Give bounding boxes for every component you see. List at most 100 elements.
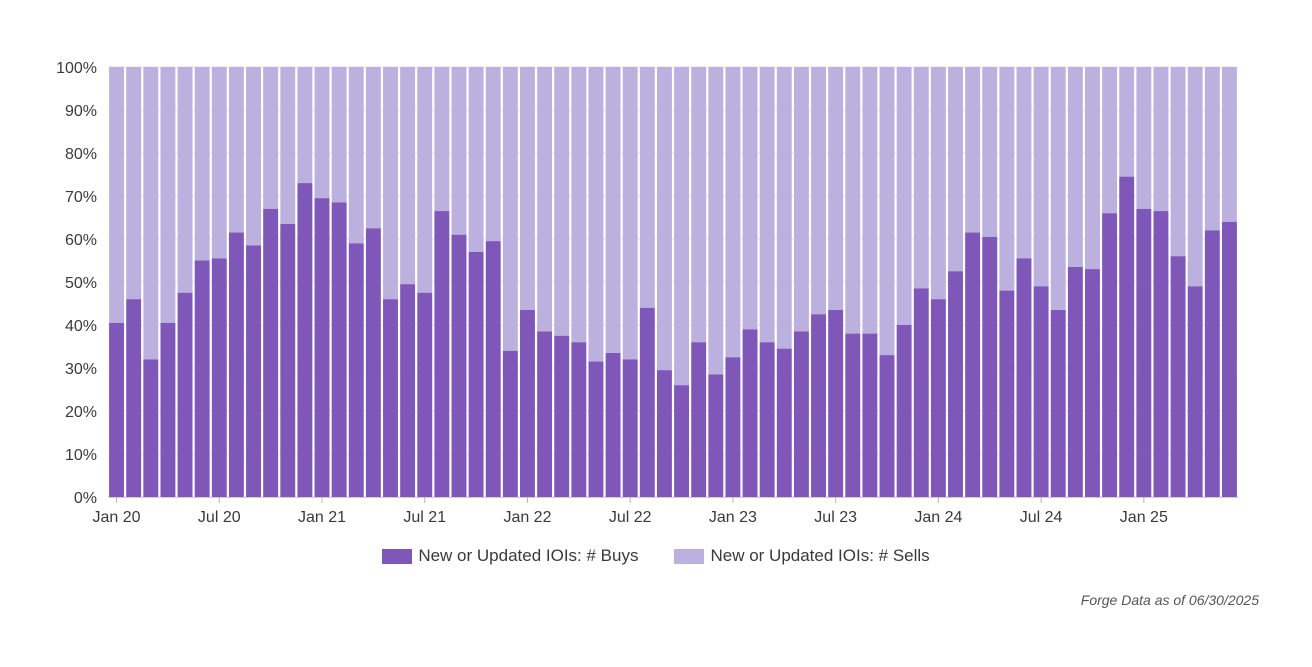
- bar-buys[interactable]: [1085, 269, 1100, 497]
- bar-sells[interactable]: [297, 67, 313, 184]
- bar-sells[interactable]: [793, 67, 809, 332]
- bar-sells[interactable]: [913, 67, 929, 289]
- bar-sells[interactable]: [725, 67, 741, 358]
- bar-buys[interactable]: [383, 299, 398, 497]
- bar-sells[interactable]: [982, 67, 998, 237]
- bar-sells[interactable]: [708, 67, 724, 375]
- bar-buys[interactable]: [930, 299, 946, 497]
- bar-buys[interactable]: [1204, 230, 1220, 497]
- bar-buys[interactable]: [708, 374, 724, 497]
- bar-sells[interactable]: [656, 67, 672, 371]
- bar-sells[interactable]: [571, 67, 587, 343]
- bar-buys[interactable]: [160, 322, 176, 497]
- bar-sells[interactable]: [691, 67, 707, 343]
- bar-buys[interactable]: [674, 385, 690, 497]
- bar-sells[interactable]: [365, 67, 381, 229]
- bar-buys[interactable]: [605, 352, 621, 497]
- bar-buys[interactable]: [622, 359, 638, 497]
- bar-sells[interactable]: [126, 67, 142, 300]
- bar-sells[interactable]: [211, 67, 227, 259]
- bar-buys[interactable]: [1221, 221, 1237, 498]
- bar-buys[interactable]: [811, 314, 826, 497]
- bar-buys[interactable]: [639, 307, 655, 497]
- bar-sells[interactable]: [930, 67, 946, 300]
- bar-sells[interactable]: [485, 67, 501, 242]
- bar-buys[interactable]: [1170, 256, 1186, 497]
- bar-sells[interactable]: [331, 67, 347, 203]
- bar-buys[interactable]: [793, 331, 809, 497]
- bar-buys[interactable]: [348, 243, 364, 497]
- bar-sells[interactable]: [1136, 67, 1152, 209]
- bar-sells[interactable]: [434, 67, 450, 212]
- bar-buys[interactable]: [1067, 266, 1083, 497]
- bar-sells[interactable]: [622, 67, 638, 360]
- bar-sells[interactable]: [1204, 67, 1220, 231]
- bar-buys[interactable]: [109, 322, 125, 497]
- bar-buys[interactable]: [845, 333, 861, 497]
- bar-buys[interactable]: [263, 208, 279, 497]
- bar-sells[interactable]: [194, 67, 210, 261]
- bar-sells[interactable]: [502, 67, 518, 351]
- bar-buys[interactable]: [571, 342, 587, 497]
- bar-sells[interactable]: [228, 67, 244, 233]
- bar-sells[interactable]: [314, 67, 330, 199]
- bar-sells[interactable]: [520, 67, 535, 310]
- bar-buys[interactable]: [314, 198, 330, 497]
- bar-sells[interactable]: [1016, 67, 1032, 259]
- bar-buys[interactable]: [691, 342, 707, 497]
- bar-sells[interactable]: [1050, 67, 1066, 310]
- bar-buys[interactable]: [588, 361, 604, 497]
- bar-sells[interactable]: [845, 67, 861, 334]
- bar-buys[interactable]: [520, 309, 535, 497]
- bar-buys[interactable]: [331, 202, 347, 497]
- bar-buys[interactable]: [1136, 208, 1152, 497]
- bar-buys[interactable]: [725, 357, 741, 497]
- bar-sells[interactable]: [742, 67, 758, 330]
- bar-buys[interactable]: [896, 325, 912, 497]
- bar-buys[interactable]: [1016, 258, 1032, 497]
- bar-buys[interactable]: [948, 271, 963, 497]
- bar-sells[interactable]: [605, 67, 621, 353]
- bar-sells[interactable]: [776, 67, 792, 349]
- bar-sells[interactable]: [588, 67, 604, 362]
- bar-buys[interactable]: [451, 234, 467, 497]
- bar-buys[interactable]: [143, 359, 159, 497]
- bar-sells[interactable]: [468, 67, 484, 252]
- bar-sells[interactable]: [177, 67, 193, 293]
- bar-buys[interactable]: [1050, 309, 1066, 497]
- bar-sells[interactable]: [1187, 67, 1203, 287]
- bar-buys[interactable]: [1033, 286, 1049, 497]
- bar-sells[interactable]: [879, 67, 895, 356]
- bar-buys[interactable]: [999, 290, 1015, 497]
- bar-buys[interactable]: [759, 342, 775, 497]
- bar-sells[interactable]: [896, 67, 912, 325]
- bar-sells[interactable]: [965, 67, 981, 233]
- bar-buys[interactable]: [126, 299, 142, 497]
- bar-buys[interactable]: [400, 284, 416, 497]
- legend-item-buys[interactable]: New or Updated IOIs: # Buys: [382, 546, 638, 566]
- bar-sells[interactable]: [109, 67, 125, 323]
- bar-buys[interactable]: [879, 355, 895, 497]
- bar-buys[interactable]: [742, 329, 758, 497]
- bar-buys[interactable]: [280, 223, 296, 497]
- bar-sells[interactable]: [1153, 67, 1169, 212]
- bar-buys[interactable]: [1102, 213, 1118, 497]
- bar-buys[interactable]: [502, 350, 518, 497]
- bar-sells[interactable]: [417, 67, 433, 293]
- bar-buys[interactable]: [537, 331, 553, 497]
- bar-sells[interactable]: [383, 67, 398, 300]
- bar-sells[interactable]: [862, 67, 878, 334]
- bar-sells[interactable]: [537, 67, 553, 332]
- bar-sells[interactable]: [674, 67, 690, 386]
- bar-buys[interactable]: [554, 335, 570, 497]
- bar-buys[interactable]: [177, 292, 193, 497]
- bar-buys[interactable]: [1119, 176, 1135, 497]
- bar-buys[interactable]: [1153, 211, 1169, 498]
- bar-buys[interactable]: [485, 241, 501, 497]
- bar-sells[interactable]: [1067, 67, 1083, 267]
- bar-sells[interactable]: [948, 67, 963, 272]
- bar-sells[interactable]: [348, 67, 364, 244]
- bar-buys[interactable]: [297, 183, 313, 497]
- bar-sells[interactable]: [1119, 67, 1135, 177]
- bar-buys[interactable]: [982, 236, 998, 497]
